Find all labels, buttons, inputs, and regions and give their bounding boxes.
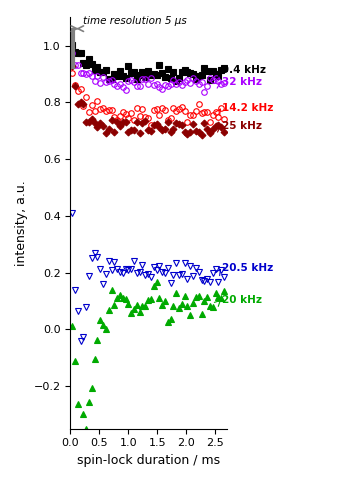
Text: 9.4 kHz: 9.4 kHz <box>222 65 266 75</box>
Text: 25 kHz: 25 kHz <box>222 120 262 131</box>
Text: 20.5 kHz: 20.5 kHz <box>222 264 274 273</box>
Text: 20 kHz: 20 kHz <box>222 295 262 305</box>
Text: 14.2 kHz: 14.2 kHz <box>222 103 274 113</box>
Text: 32 kHz: 32 kHz <box>222 77 262 87</box>
Text: time resolution 5 μs: time resolution 5 μs <box>83 16 187 26</box>
Y-axis label: intensity, a.u.: intensity, a.u. <box>15 180 28 266</box>
X-axis label: spin-lock duration / ms: spin-lock duration / ms <box>77 454 220 467</box>
